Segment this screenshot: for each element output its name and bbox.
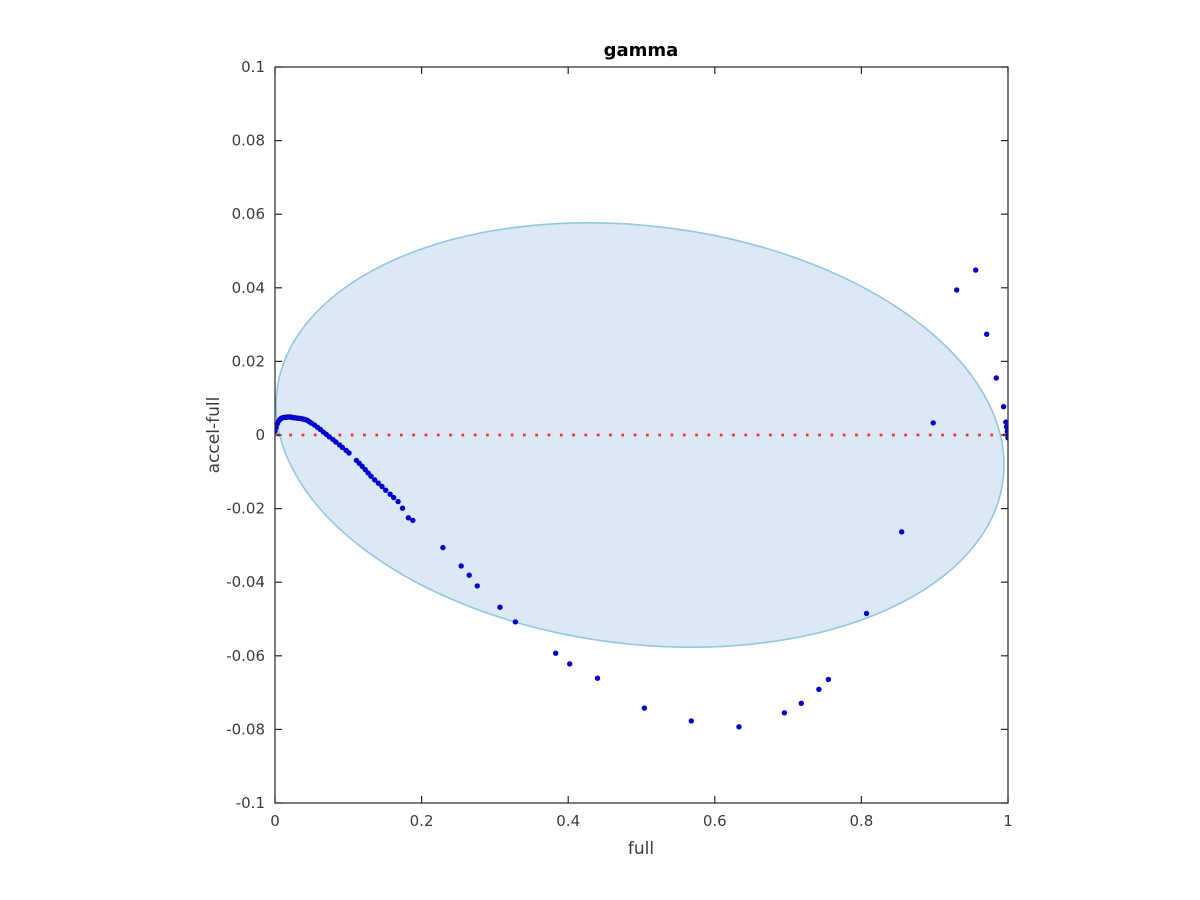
scatter-point (512, 619, 519, 625)
y-tick-label: -0.08 (226, 720, 265, 738)
scatter-points (275, 267, 1008, 730)
x-tick-labels: 0 0.2 0.4 0.6 0.8 1 (270, 812, 1013, 830)
scatter-point (333, 439, 339, 445)
scatter-point (863, 610, 870, 617)
scatter-point (993, 375, 999, 381)
axes-frame (274, 66, 1009, 804)
scatter-point (372, 477, 378, 483)
scatter-point (973, 267, 979, 273)
x-tick-label: 0 (270, 812, 280, 830)
scatter-point (466, 572, 472, 578)
y-tick-label: -0.02 (226, 500, 265, 518)
scatter-point (387, 491, 393, 497)
scatter-point (736, 724, 742, 730)
plot-area (275, 221, 1008, 730)
y-tick-label: 0.06 (232, 205, 265, 223)
y-tick-label: 0.04 (232, 279, 265, 297)
scatter-point (395, 498, 401, 505)
scatter-point (641, 705, 648, 711)
y-tick-label: -0.04 (226, 573, 265, 591)
chart-title: gamma (604, 40, 679, 61)
x-tick-label: 0.6 (703, 812, 727, 830)
scatter-point (368, 473, 374, 479)
x-tick-label: 0.4 (556, 812, 580, 830)
y-axis-label: accel-full (204, 397, 224, 474)
scatter-point (594, 675, 601, 681)
scatter-point (440, 544, 446, 551)
scatter-point (567, 661, 573, 667)
scatter-point (1005, 435, 1008, 441)
y-tick-label: 0.1 (241, 58, 265, 76)
scatter-point (339, 444, 346, 451)
scatter-point (1003, 424, 1008, 430)
scatter-point (375, 480, 382, 486)
scatter-point (798, 700, 804, 706)
scatter-point (391, 494, 397, 501)
scatter-point (383, 487, 389, 493)
y-tick-label: 0.08 (232, 132, 265, 150)
y-tick-label: -0.06 (226, 647, 265, 665)
scatter-point (1000, 404, 1007, 410)
scatter-point (410, 517, 416, 524)
scatter-point (816, 686, 822, 692)
scatter-point (781, 710, 788, 716)
tolerance-ellipse (275, 221, 1005, 649)
scatter-point (899, 529, 905, 535)
y-tick-labels: -0.1 -0.08 -0.06 -0.04 -0.02 0 0.02 0.04 0.06 0.0… (226, 58, 265, 812)
scatter-point (379, 483, 385, 490)
scatter-point (474, 583, 480, 589)
y-tick-label: 0.02 (232, 352, 265, 370)
y-tick-label: 0 (255, 426, 265, 444)
scatter-point (688, 718, 694, 724)
x-axis-label: full (628, 839, 654, 859)
x-tick-label: 0.8 (849, 812, 873, 830)
scatter-point (405, 515, 412, 521)
scatter-point (984, 331, 990, 337)
scatter-point (954, 287, 960, 293)
scatter-point (825, 676, 832, 683)
scatter-point (458, 563, 464, 569)
y-tick-label: -0.1 (236, 794, 265, 812)
x-tick-label: 1 (1003, 812, 1013, 830)
scatter-point (399, 505, 406, 511)
x-tick-label: 0.2 (410, 812, 434, 830)
scatter-point (346, 450, 352, 456)
scatter-point (497, 604, 503, 610)
scatter-point (553, 650, 559, 656)
scatter-point (930, 420, 936, 426)
scatter-point (1003, 419, 1008, 425)
